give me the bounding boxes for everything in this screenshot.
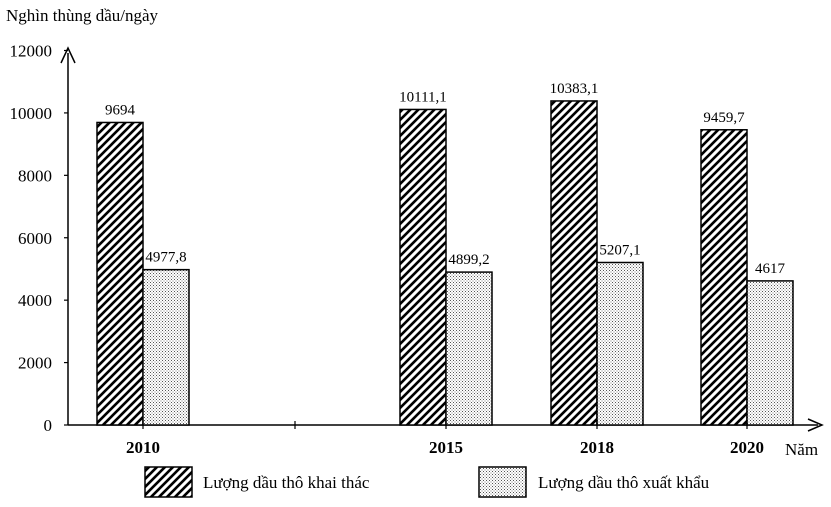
x-tick-label-2018: 2018 — [580, 438, 614, 457]
x-axis-title: Năm — [785, 440, 818, 459]
bar-2020-series-2 — [746, 280, 794, 426]
data-label-2018-series-1: 10383,1 — [550, 81, 599, 97]
bar-2018-series-1 — [550, 100, 598, 426]
bar-2020-series-1 — [700, 129, 748, 426]
legend-swatch-khai-thac — [144, 466, 193, 498]
bar-2018-series-2 — [596, 261, 644, 426]
x-axis-arrow — [807, 418, 824, 432]
y-tick-label: 2000 — [18, 354, 52, 373]
data-labels-group: 9694 4977,8 10111,1 4899,2 10383,1 5207,1 9459… — [105, 81, 786, 277]
x-tick-label-2020: 2020 — [730, 438, 764, 457]
y-axis-arrow — [60, 46, 76, 64]
data-label-2020-series-2: 4617 — [755, 261, 786, 277]
data-label-2018-series-2: 5207,1 — [599, 242, 640, 258]
data-label-2010-series-2: 4977,8 — [145, 250, 186, 266]
bar-2015-series-1 — [399, 108, 447, 426]
y-tick-label: 10000 — [10, 104, 53, 123]
bar-2015-series-2 — [445, 271, 493, 426]
bars-group — [96, 100, 794, 426]
y-tick-label: 4000 — [18, 291, 52, 310]
bar-2010-series-1 — [96, 121, 144, 426]
data-label-2015-series-2: 4899,2 — [448, 252, 489, 268]
y-tick-label: 8000 — [18, 166, 52, 185]
x-axis-ticks: 2010 2015 2018 2020 — [126, 421, 764, 457]
y-axis-title: Nghìn thùng dầu/ngày — [6, 6, 159, 25]
data-label-2010-series-1: 9694 — [105, 102, 136, 118]
x-tick-label-2010: 2010 — [126, 438, 160, 457]
data-label-2015-series-1: 10111,1 — [399, 89, 447, 105]
y-tick-label: 6000 — [18, 229, 52, 248]
y-tick-label: 12000 — [10, 42, 53, 61]
data-label-2020-series-1: 9459,7 — [703, 110, 745, 126]
legend-label-xuat-khau: Lượng dầu thô xuất khẩu — [538, 473, 710, 492]
y-axis-ticks: 0 2000 4000 6000 8000 10000 12000 — [10, 42, 68, 435]
legend-swatch-xuat-khau — [478, 466, 527, 498]
legend-label-khai-thac: Lượng dầu thô khai thác — [203, 473, 370, 492]
legend: Lượng dầu thô khai thác Lượng dầu thô xu… — [144, 466, 710, 498]
bar-2010-series-2 — [142, 268, 190, 426]
x-tick-label-2015: 2015 — [429, 438, 463, 457]
y-tick-label: 0 — [44, 416, 53, 435]
